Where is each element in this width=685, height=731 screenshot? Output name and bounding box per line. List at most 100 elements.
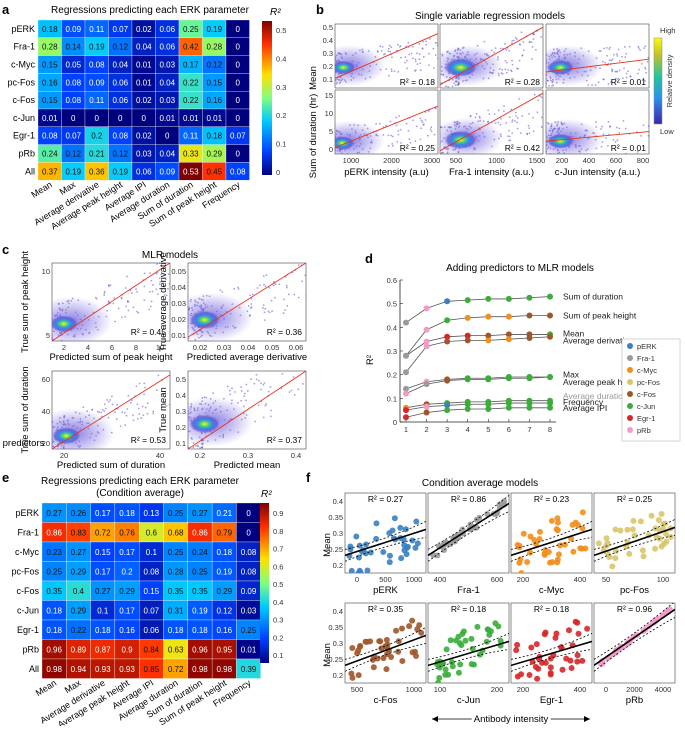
panel-f-point (570, 548, 577, 555)
panel-f-point (584, 625, 591, 632)
panel-a-cell-value: 0.45 (206, 167, 222, 176)
panel-f-point (398, 555, 405, 562)
panel-a-cell-value: 0 (236, 150, 241, 159)
panel-c-plot-points (188, 263, 306, 341)
panel-c-ylabel: True sum of duration (20, 366, 31, 453)
panel-a-cell-value: 0.06 (159, 43, 175, 52)
panel-c-ytick: 40 (42, 407, 50, 416)
panel-f-ytick: 0.3 (333, 639, 343, 648)
panel-e-cell-value: 0 (246, 509, 251, 518)
panel-e-row-label: pc-Fos (11, 566, 39, 576)
panel-d-point (464, 297, 471, 304)
panel-b-plot-points (546, 118, 649, 154)
panel-f-r2-label: R² = 0.35 (368, 604, 403, 614)
panel-a-row-label: c-Fos (13, 95, 36, 105)
panel-c-ytick: 5 (46, 331, 50, 340)
panel-e-cell-value: 0.25 (241, 626, 257, 635)
panel-e-cell-value: 0.27 (95, 587, 111, 596)
panel-c-xtick: 0.06 (289, 343, 304, 352)
panel-b-plot-density-core (444, 58, 478, 77)
panel-f-point (483, 638, 490, 645)
panel-a-row-label: c-Myc (11, 60, 35, 70)
panel-d-point (464, 405, 471, 412)
panel-f-xtick: 400 (434, 575, 447, 584)
panel-e-cell-value: 0.27 (192, 509, 208, 518)
panel-f-point (516, 559, 523, 566)
panel-f-r2-label: R² = 0.27 (368, 494, 403, 504)
panel-a-cell-value: 0.14 (65, 43, 81, 52)
panel-a-row-label: pRb (18, 149, 35, 159)
panel-d-point (464, 314, 471, 321)
panel-a-cell-value: 0.06 (112, 96, 128, 105)
panel-b-density-colorbar (653, 37, 663, 125)
panel-c-ytick: 0.04 (171, 283, 186, 292)
panel-f-point (485, 626, 492, 633)
panel-d-legend-marker (627, 367, 633, 373)
panel-d-letter: d (365, 251, 373, 266)
panel-a-row-label: Fra-1 (13, 42, 35, 52)
panel-f-axes (427, 492, 510, 574)
panel-e-cell-value: 0.17 (119, 548, 135, 557)
panel-b-r2-label: R² = 0.25 (400, 143, 435, 153)
panel-f-point (526, 672, 533, 679)
panel-f-ci-lower (428, 649, 509, 672)
panel-f-point (524, 558, 531, 565)
panel-d-legend-marker (627, 343, 633, 349)
panel-c-ytick: 0.02 (171, 315, 186, 324)
panel-f-point (347, 543, 354, 550)
panel-f-r2-label: R² = 0.18 (534, 604, 569, 614)
panel-f-point (549, 559, 556, 566)
panel-a-cell-value: 0.08 (65, 78, 81, 87)
panel-b-ylabel-top: Mean (308, 66, 319, 90)
panel-d-point (464, 401, 471, 408)
panel-e-cell-value: 0.87 (95, 645, 111, 654)
panel-c-ytick: 20 (42, 439, 50, 448)
panel-a-cell-value: 0.03 (159, 61, 175, 70)
panel-f-point (409, 649, 416, 656)
panel-a-cell-value: 0 (236, 96, 241, 105)
panel-d-point (444, 298, 451, 305)
panel-d-point (403, 352, 409, 359)
panel-f-xtick: 0 (355, 575, 359, 584)
panel-f: f Condition average models R² = 0.270 500… (306, 470, 676, 728)
panel-f-ytick: 0.2 (333, 671, 343, 680)
panel-a-cell-value: 0.29 (206, 150, 222, 159)
panel-a-cell-value: 0.16 (206, 96, 222, 105)
panel-f-xtick: 1000 (406, 685, 423, 694)
panel-a-cell-value: 0.06 (159, 25, 175, 34)
panel-a-cell-value: 0.2 (91, 132, 103, 141)
panel-e-cell (236, 658, 261, 679)
panel-d-point (403, 369, 409, 376)
panel-f-xlabel: pERK (373, 585, 398, 596)
panel-e-cell-value: 0.18 (46, 626, 62, 635)
panel-f-point (626, 550, 633, 557)
panel-f-point (380, 655, 387, 662)
panel-f-point (520, 530, 527, 537)
panel-b-ytick: 0.5 (323, 23, 333, 32)
panel-c-xtick: 0.05 (265, 343, 280, 352)
panel-a-colorbar-tick: 0.3 (276, 83, 286, 92)
panel-f-fit-line (511, 528, 592, 557)
panel-e-cell-value: 0.28 (168, 567, 184, 576)
panel-a-colorbar (262, 21, 272, 175)
panel-e-colorbar (260, 503, 269, 663)
panel-a-cell-value: 0.11 (89, 25, 105, 34)
panel-d-point (423, 403, 430, 410)
panel-d-legend-marker (627, 379, 633, 385)
panel-f-point (386, 530, 393, 537)
panel-f-point (554, 559, 561, 566)
panel-f-point (542, 629, 549, 636)
panel-d-legend-label: Fra-1 (637, 354, 655, 363)
panel-d-legend-label: pRb (637, 426, 651, 435)
panel-d-legend-label: c-Myc (637, 366, 657, 375)
panel-d-point (423, 338, 430, 345)
panel-b-xtick: 400 (583, 156, 596, 165)
panel-f-point (414, 540, 421, 547)
panel-e-cell-value: 0.35 (192, 587, 208, 596)
panel-d-xtick: 2 (424, 425, 428, 434)
panel-f-point (542, 659, 549, 666)
panel-d-series-label: Sum of peak height (563, 311, 637, 321)
panel-f-point (412, 544, 419, 551)
panel-f-ci-lower (428, 511, 509, 562)
panel-e-colorbar-label: R² (261, 489, 272, 500)
